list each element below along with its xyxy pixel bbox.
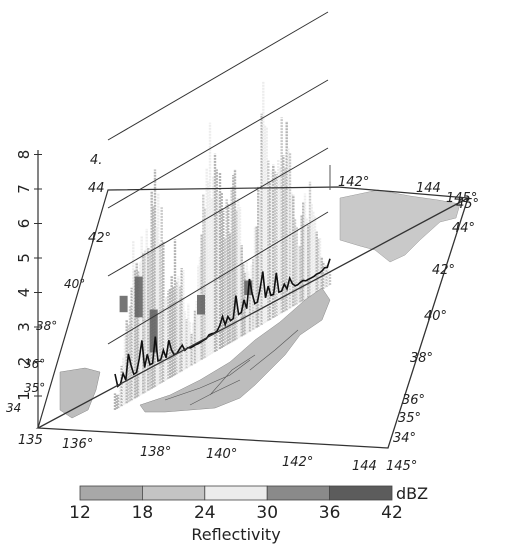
slant-label: 4. (90, 153, 102, 168)
curtain-dark-spike-1 (119, 295, 128, 313)
back-lon-label: 145° (446, 191, 477, 206)
hokkaido-landmass (339, 189, 461, 263)
colorbar-unit: dBZ (396, 484, 428, 503)
back-lon-label: 142° (338, 175, 369, 190)
altitude-tick-label: 4 (15, 288, 33, 298)
back-lon-label: 144 (416, 181, 441, 196)
slant-line-3 (107, 147, 329, 277)
right-lat-label: 36° (402, 393, 425, 408)
floor-frame-front-right (35, 196, 470, 449)
left-lat-label: 35° (24, 381, 45, 395)
colorbar-segment-4 (266, 485, 331, 501)
front-lon-label: 136° (62, 437, 93, 452)
slant-line-2 (107, 79, 329, 209)
altitude-tick-label: 6 (15, 219, 33, 229)
colorbar-segment-5 (329, 485, 393, 501)
slant-label: 44 (88, 181, 105, 196)
slant-line-4 (107, 211, 329, 345)
right-lat-label: 44° (452, 221, 475, 236)
altitude-tick-label: 1 (15, 391, 33, 401)
altitude-axis: 1 2 3 4 5 6 7 8 (15, 150, 42, 401)
colorbar-tick-24: 24 (194, 503, 216, 523)
altitude-tick-label: 2 (15, 357, 33, 367)
front-lon-label: 140° (206, 447, 237, 462)
colorbar-segment-1 (79, 485, 143, 501)
left-lat-label: 38° (36, 319, 57, 333)
altitude-tick-label: 8 (15, 150, 33, 160)
front-longitude-axis: 135 136° 138° 140° 142° 144 145° (18, 433, 417, 474)
altitude-tick-label: 7 (15, 184, 33, 194)
colorbar-segment-2 (141, 485, 206, 501)
reflectivity-curtain (113, 81, 332, 410)
right-lat-label: 35° (398, 411, 421, 426)
curtain-dark-spike-2 (134, 276, 143, 318)
back-longitude-axis: 142° 144 145° (338, 175, 477, 206)
left-lat-label: 34 (6, 401, 21, 415)
slant-latitude-labels: 42° 44 4. (88, 153, 111, 246)
right-lat-label: 42° (432, 263, 455, 278)
right-lat-label: 34° (393, 431, 416, 446)
colorbar-tick-42: 42 (381, 503, 403, 523)
altitude-tick-label: 3 (15, 322, 33, 332)
slant-label: 42° (88, 231, 111, 246)
echo-top-profile-line (114, 258, 331, 388)
slant-line-1 (107, 11, 329, 141)
front-lon-label: 135 (18, 433, 43, 448)
colorbar-tick-30: 30 (256, 503, 278, 523)
map-frame (35, 11, 470, 449)
front-lon-label: 142° (282, 455, 313, 470)
curtain-dark-spike-3 (149, 309, 158, 353)
colorbar-tick-18: 18 (132, 503, 154, 523)
land-masses (59, 189, 461, 419)
right-latitude-axis: 34° 35° 36° 38° 40° 42° 44° 45° (393, 197, 479, 446)
honshu-landmass (139, 287, 331, 413)
right-lat-label: 40° (424, 309, 447, 324)
left-lat-label: 40° (64, 277, 85, 291)
colorbar-tick-36: 36 (319, 503, 341, 523)
right-lat-label: 38° (410, 351, 433, 366)
right-lat-label: 45° (456, 197, 479, 212)
kyushu-landmass (59, 367, 101, 419)
colorbar-segment-3 (204, 485, 268, 501)
altitude-tick-label: 5 (15, 253, 33, 263)
front-lon-label: 138° (140, 445, 171, 460)
floor-frame-back-left (37, 186, 469, 429)
colorbar-tick-12: 12 (69, 503, 91, 523)
front-lon-label: 144 (352, 459, 377, 474)
curtain-dark-spike-4 (197, 295, 205, 315)
prefecture-borders (164, 329, 299, 406)
front-lon-label: 145° (386, 459, 417, 474)
colorbar-label: Reflectivity (191, 525, 280, 544)
left-lat-label: 36° (24, 357, 45, 371)
